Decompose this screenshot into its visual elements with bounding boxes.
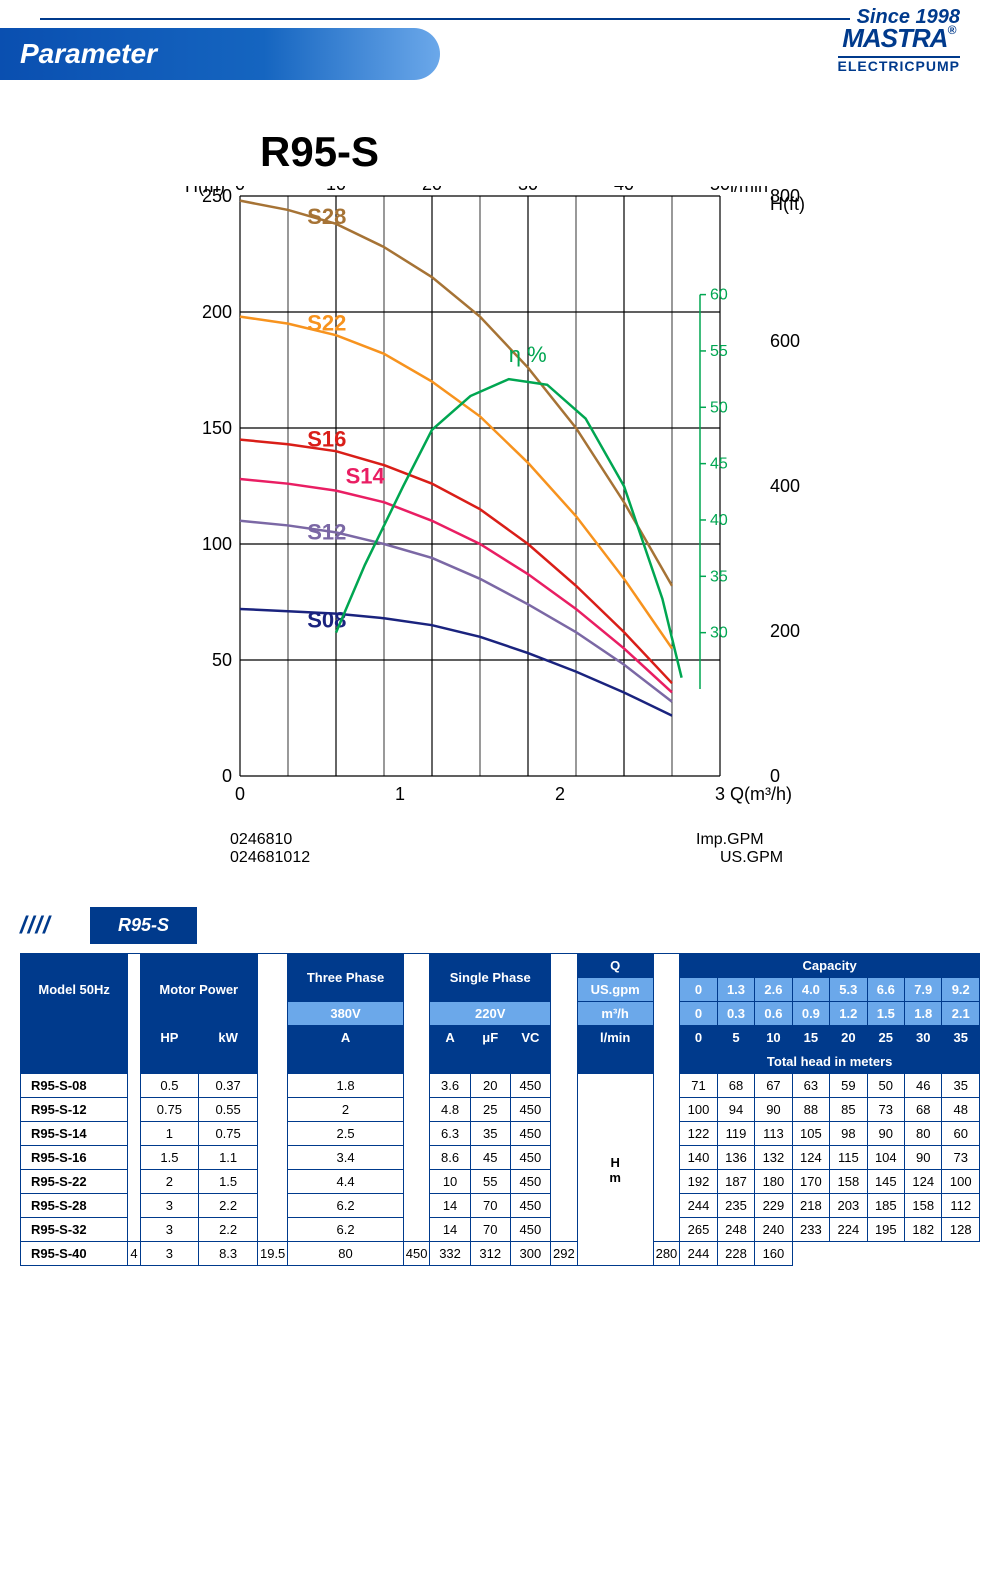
chart-area: 050100150200250010203040500123H(m)l/minQ… bbox=[180, 186, 820, 867]
page-title: Parameter bbox=[0, 28, 440, 80]
svg-text:20: 20 bbox=[422, 186, 442, 194]
svg-text:S12: S12 bbox=[307, 519, 346, 544]
top-rule: Since 1998 bbox=[40, 18, 850, 20]
svg-text:S14: S14 bbox=[346, 464, 386, 489]
table-row: R95-S-1410.752.56.3354501221191131059890… bbox=[21, 1122, 980, 1146]
svg-text:10: 10 bbox=[326, 186, 346, 194]
svg-text:200: 200 bbox=[202, 302, 232, 322]
svg-text:η %: η % bbox=[509, 342, 547, 367]
svg-text:S16: S16 bbox=[307, 427, 346, 452]
table-row: R95-S-2832.26.21470450244235229218203185… bbox=[21, 1194, 980, 1218]
slashes-icon: //// bbox=[20, 912, 51, 940]
svg-text:0: 0 bbox=[770, 766, 780, 786]
table-row: R95-S-161.51.13.48.645450140136132124115… bbox=[21, 1146, 980, 1170]
table-row: R95-S-40438.319.580450332312300292280244… bbox=[21, 1242, 980, 1266]
svg-text:l/min: l/min bbox=[730, 186, 768, 196]
chart-title: R95-S bbox=[260, 128, 1000, 176]
svg-text:40: 40 bbox=[710, 512, 728, 529]
svg-text:150: 150 bbox=[202, 418, 232, 438]
svg-text:35: 35 bbox=[710, 568, 728, 585]
svg-text:800: 800 bbox=[770, 186, 800, 206]
table-row: R95-S-2221.54.41055450192187180170158145… bbox=[21, 1170, 980, 1194]
table-row: R95-S-3232.26.21470450265248240233224195… bbox=[21, 1218, 980, 1242]
svg-text:Q(m³/h): Q(m³/h) bbox=[730, 784, 792, 804]
svg-text:50: 50 bbox=[710, 186, 730, 194]
brand-sub: ELECTRICPUMP bbox=[838, 58, 960, 74]
svg-text:40: 40 bbox=[614, 186, 634, 194]
svg-text:600: 600 bbox=[770, 331, 800, 351]
svg-text:1: 1 bbox=[395, 784, 405, 804]
table-section: //// R95-S Model 50HzMotor PowerThree Ph… bbox=[20, 907, 980, 1266]
svg-text:S28: S28 bbox=[307, 204, 346, 229]
svg-text:30: 30 bbox=[710, 625, 728, 642]
svg-text:S22: S22 bbox=[307, 311, 346, 336]
header: Parameter MASTRA® ELECTRICPUMP bbox=[0, 28, 1000, 88]
svg-text:60: 60 bbox=[710, 287, 728, 304]
us-gpm-scale: 024681012US.GPM bbox=[240, 849, 820, 867]
table-title: R95-S bbox=[90, 907, 197, 944]
svg-text:0: 0 bbox=[222, 766, 232, 786]
svg-text:50: 50 bbox=[710, 399, 728, 416]
imp-gpm-scale: 0246810Imp.GPM bbox=[240, 831, 820, 849]
svg-text:30: 30 bbox=[518, 186, 538, 194]
svg-text:200: 200 bbox=[770, 621, 800, 641]
svg-text:50: 50 bbox=[212, 650, 232, 670]
svg-text:H(m): H(m) bbox=[185, 186, 225, 196]
svg-text:100: 100 bbox=[202, 534, 232, 554]
brand-logo: MASTRA® bbox=[838, 23, 960, 58]
svg-text:2: 2 bbox=[555, 784, 565, 804]
table-row: R95-S-080.50.371.83.620450Hm716867635950… bbox=[21, 1074, 980, 1098]
pump-curve-chart: 050100150200250010203040500123H(m)l/minQ… bbox=[180, 186, 820, 826]
svg-text:0: 0 bbox=[235, 784, 245, 804]
svg-text:0: 0 bbox=[235, 186, 245, 194]
brand: MASTRA® ELECTRICPUMP bbox=[838, 23, 960, 74]
table-row: R95-S-120.750.5524.825450100949088857368… bbox=[21, 1098, 980, 1122]
svg-text:400: 400 bbox=[770, 476, 800, 496]
svg-text:55: 55 bbox=[710, 343, 728, 360]
table-header: //// R95-S bbox=[20, 907, 980, 947]
svg-text:45: 45 bbox=[710, 456, 728, 473]
svg-text:3: 3 bbox=[715, 784, 725, 804]
spec-table: Model 50HzMotor PowerThree PhaseSingle P… bbox=[20, 953, 980, 1266]
